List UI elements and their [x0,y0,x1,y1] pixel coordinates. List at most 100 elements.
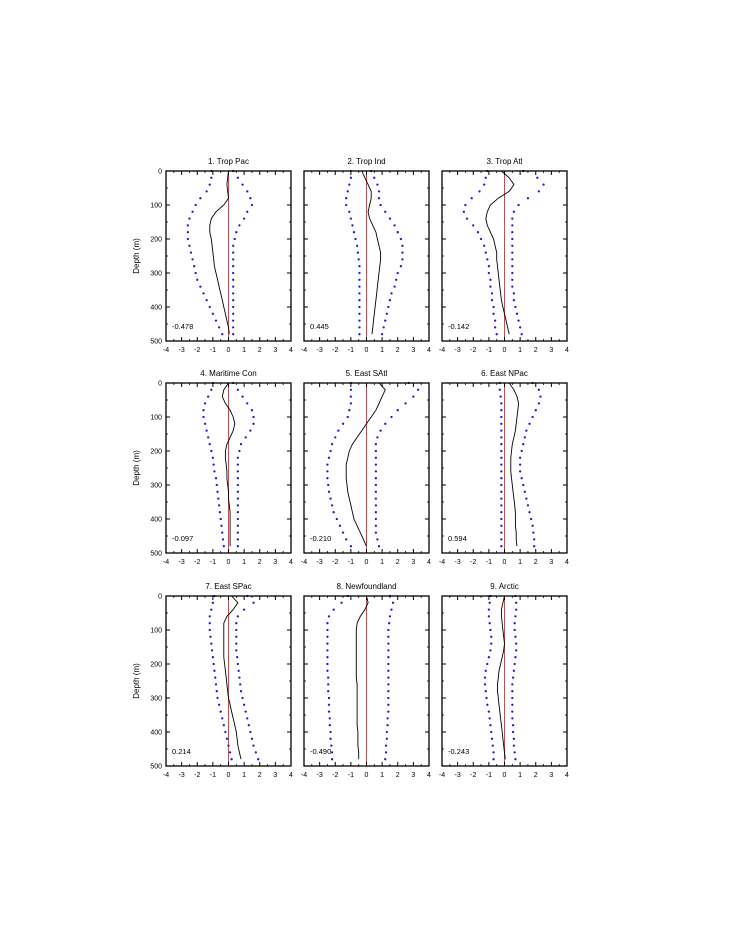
upper-bound-point [534,409,537,412]
upper-bound-point [512,210,516,213]
upper-bound-point [532,531,535,534]
lower-bound-point [500,483,503,487]
upper-bound-point [515,601,518,604]
upper-bound-point [246,717,249,720]
upper-bound-point [250,737,254,740]
lower-bound-point [188,217,191,220]
lower-bound-point [348,210,351,213]
lower-bound-point [487,615,491,618]
upper-bound-point [236,388,240,391]
upper-bound-point [513,662,516,666]
upper-bound-point [233,237,236,241]
upper-bound-point [511,285,514,288]
x-tick-label: 0 [503,772,507,779]
x-tick-label: -1 [348,347,354,354]
lower-bound-point [326,635,329,638]
upper-bound-point [531,415,534,419]
lower-bound-point [217,326,221,329]
lower-bound-point [326,649,329,652]
x-tick-label: -1 [486,559,492,566]
lower-bound-point [358,319,361,322]
upper-bound-point [232,305,235,309]
lower-bound-point [329,730,332,734]
lower-bound-point [327,490,331,493]
lower-bound-point [215,483,218,487]
lower-bound-point [489,628,492,632]
lower-bound-point [328,717,331,720]
panel-title: 5. East SAtl [346,369,388,378]
upper-bound-point [235,635,238,638]
x-tick-label: 3 [273,347,277,354]
upper-bound-point [387,635,390,638]
upper-bound-point [514,305,517,309]
lower-bound-point [495,333,498,336]
upper-bound-point [511,696,514,700]
upper-bound-point [235,656,239,659]
x-tick-label: -4 [439,772,445,779]
lower-bound-point [500,463,503,466]
x-tick-label: 3 [549,772,553,779]
upper-bound-point [374,470,378,473]
lower-bound-point [500,504,503,507]
lower-bound-point [489,278,492,281]
lower-bound-point [479,237,483,241]
upper-bound-point [518,456,522,459]
lower-bound-point [489,649,492,652]
x-tick-label: 3 [411,772,415,779]
upper-bound-point [387,656,390,659]
lower-bound-point [219,710,222,713]
lower-bound-point [207,395,210,398]
upper-bound-point [232,244,235,247]
upper-bound-point [401,258,404,261]
upper-bound-point [512,299,516,302]
upper-bound-point [384,758,387,761]
mean-profile-line [361,170,382,335]
panel-4: 4. Maritime Con 0 100 200 300 400 500-4 -3 -2 -1 0… [132,369,293,566]
x-tick-label: -2 [194,347,200,354]
lower-bound-point [222,545,225,548]
upper-bound-point [388,299,392,302]
x-tick-label: -3 [455,347,461,354]
lower-bound-point [332,608,335,611]
upper-bound-point [533,545,536,548]
y-tick-label: 300 [150,271,162,278]
lower-bound-point [488,717,491,720]
upper-bound-point [511,676,515,679]
upper-bound-point [377,190,381,193]
lower-bound-point [500,409,503,412]
x-tick-label: -1 [486,347,492,354]
upper-bound-point [246,210,249,213]
lower-bound-point [213,470,216,473]
mean-profile-line [508,382,520,547]
lower-bound-point [484,669,487,672]
y-tick-label: 200 [150,237,162,244]
upper-bound-point [386,717,389,720]
x-tick-label: 4 [565,347,569,354]
upper-bound-point [232,333,235,336]
upper-bound-point [518,470,522,473]
upper-bound-point [236,176,240,179]
panel-title: 6. East NPac [481,369,528,378]
upper-bound-point [252,744,255,747]
x-tick-label: 0 [227,347,231,354]
upper-bound-point [237,669,240,672]
x-tick-label: -2 [470,347,476,354]
upper-bound-point [518,326,522,329]
upper-bound-point [514,656,517,659]
x-tick-label: 2 [396,559,400,566]
x-tick-label: -4 [301,347,307,354]
x-tick-label: -4 [301,559,307,566]
x-tick-label: -1 [486,772,492,779]
lower-bound-point [212,463,215,466]
lower-bound-point [345,538,348,541]
x-tick-label: -3 [317,772,323,779]
upper-bound-point [513,628,516,632]
x-tick-label: 0 [503,559,507,566]
upper-bound-point [374,517,378,521]
correlation-label: 0.214 [172,747,191,756]
upper-bound-point [513,751,516,754]
upper-bound-point [387,683,390,686]
upper-bound-point [514,635,517,638]
upper-bound-point [412,395,415,398]
upper-bound-point [401,251,404,254]
